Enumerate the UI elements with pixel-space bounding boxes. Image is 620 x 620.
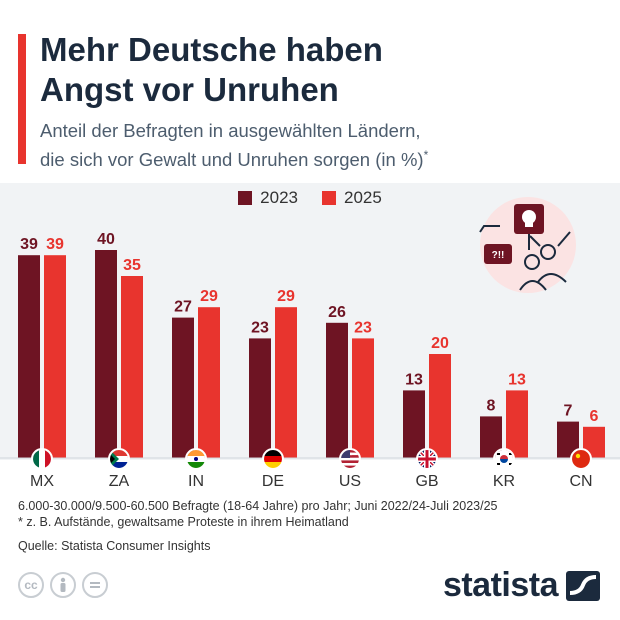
title-line-1: Mehr Deutsche haben	[40, 31, 383, 68]
value-label-mx-2025: 39	[46, 236, 64, 253]
legend-item-2023: 2023	[238, 188, 298, 208]
bar-cn-2025	[583, 426, 605, 458]
bar-za-2023	[95, 250, 117, 458]
flag-mexico-icon	[31, 448, 53, 470]
brand-wordmark: statista	[442, 566, 559, 604]
statista-logo-icon	[566, 570, 600, 601]
flag-usa-icon	[339, 448, 361, 470]
no-derivatives-icon[interactable]	[82, 572, 108, 598]
subtitle-line-2: die sich vor Gewalt und Unruhen sorgen (…	[40, 149, 424, 171]
value-label-de-2025: 29	[277, 288, 295, 305]
tick-label-in: IN	[188, 473, 204, 490]
value-label-kr-2023: 8	[487, 397, 496, 414]
protest-people-icon	[479, 225, 571, 291]
bar-mx-2023	[18, 255, 40, 458]
license-icons: cc	[18, 572, 108, 598]
value-label-kr-2025: 13	[508, 371, 526, 388]
protest-illustration: ?!!	[479, 197, 576, 293]
tick-label-mx: MX	[30, 473, 54, 490]
value-label-in-2023: 27	[174, 299, 192, 316]
chart-subtitle: Anteil der Befragten in ausgewählten Län…	[40, 118, 560, 172]
x-axis: MX ZA IN DE US GB KR CN	[0, 448, 620, 490]
attribution-icon[interactable]	[50, 572, 76, 598]
chart-title: Mehr Deutsche haben Angst vor Unruhen	[40, 30, 510, 110]
bar-us-2025	[352, 338, 374, 458]
speech-bubble-icon: ?!!	[484, 244, 512, 264]
tick-label-de: DE	[262, 473, 284, 490]
flag-uk-icon	[416, 448, 438, 470]
cc-license-icon[interactable]: cc	[18, 572, 44, 598]
title-line-2: Angst vor Unruhen	[40, 71, 339, 108]
value-label-mx-2023: 39	[20, 236, 38, 253]
tick-label-kr: KR	[493, 473, 515, 490]
value-label-in-2025: 29	[200, 288, 218, 305]
bar-gb-2025	[429, 354, 451, 458]
value-label-de-2023: 23	[251, 319, 269, 336]
legend: 2023 2025	[0, 188, 620, 208]
statista-logo[interactable]: statista	[443, 566, 600, 605]
tick-label-us: US	[339, 473, 361, 490]
legend-label-2023: 2023	[260, 188, 298, 207]
value-label-cn-2025: 6	[590, 408, 599, 425]
bar-kr-2025	[506, 390, 528, 458]
value-label-gb-2023: 13	[405, 371, 423, 388]
bar-za-2025	[121, 276, 143, 458]
subtitle-footnote-mark: *	[423, 148, 429, 162]
legend-item-2025: 2025	[322, 188, 382, 208]
value-label-za-2025: 35	[123, 257, 141, 274]
flag-south-africa-icon	[108, 448, 130, 470]
bar-in-2025	[198, 307, 220, 458]
flag-china-icon	[570, 448, 592, 470]
tick-label-za: ZA	[109, 473, 130, 490]
title-accent-bar	[18, 34, 26, 164]
bar-mx-2025	[44, 255, 66, 458]
footnote-definition: * z. B. Aufstände, gewaltsame Proteste i…	[18, 515, 349, 529]
bar-de-2023	[249, 338, 271, 458]
legend-label-2025: 2025	[344, 188, 382, 207]
flag-germany-icon	[262, 448, 284, 470]
source-line: Quelle: Statista Consumer Insights	[18, 539, 211, 553]
value-label-us-2025: 23	[354, 319, 372, 336]
value-label-gb-2025: 20	[431, 335, 449, 352]
tick-label-gb: GB	[415, 473, 438, 490]
value-label-us-2023: 26	[328, 304, 346, 321]
subtitle-line-1: Anteil der Befragten in ausgewählten Län…	[40, 120, 421, 141]
bar-kr-2023	[480, 416, 502, 458]
value-labels-group: 39 39 40 35 27 29 23 29 26 23 13 20 8 13 7 6	[20, 231, 598, 425]
legend-swatch-2023	[238, 191, 253, 205]
flag-south-korea-icon	[493, 448, 515, 470]
bar-gb-2023	[403, 390, 425, 458]
bars-group	[18, 250, 605, 458]
flag-india-icon	[185, 448, 207, 470]
skull-sign-icon	[514, 204, 544, 250]
value-label-za-2023: 40	[97, 231, 115, 248]
bar-in-2023	[172, 317, 194, 458]
footnote-sample: 6.000-30.000/9.500-60.500 Befragte (18-6…	[18, 499, 498, 513]
bar-de-2025	[275, 307, 297, 458]
speech-bubble-text: ?!!	[492, 250, 505, 261]
footnotes: 6.000-30.000/9.500-60.500 Befragte (18-6…	[18, 498, 608, 554]
bar-chart: ?!! 39 39 40 35 27 29 23 29 26 23 13 20 8 13 7 6 MX ZA IN…	[0, 197, 620, 490]
value-label-cn-2023: 7	[564, 403, 573, 420]
bar-us-2023	[326, 322, 348, 458]
legend-swatch-2025	[322, 191, 336, 205]
tick-label-cn: CN	[569, 473, 592, 490]
bar-cn-2023	[557, 421, 579, 458]
